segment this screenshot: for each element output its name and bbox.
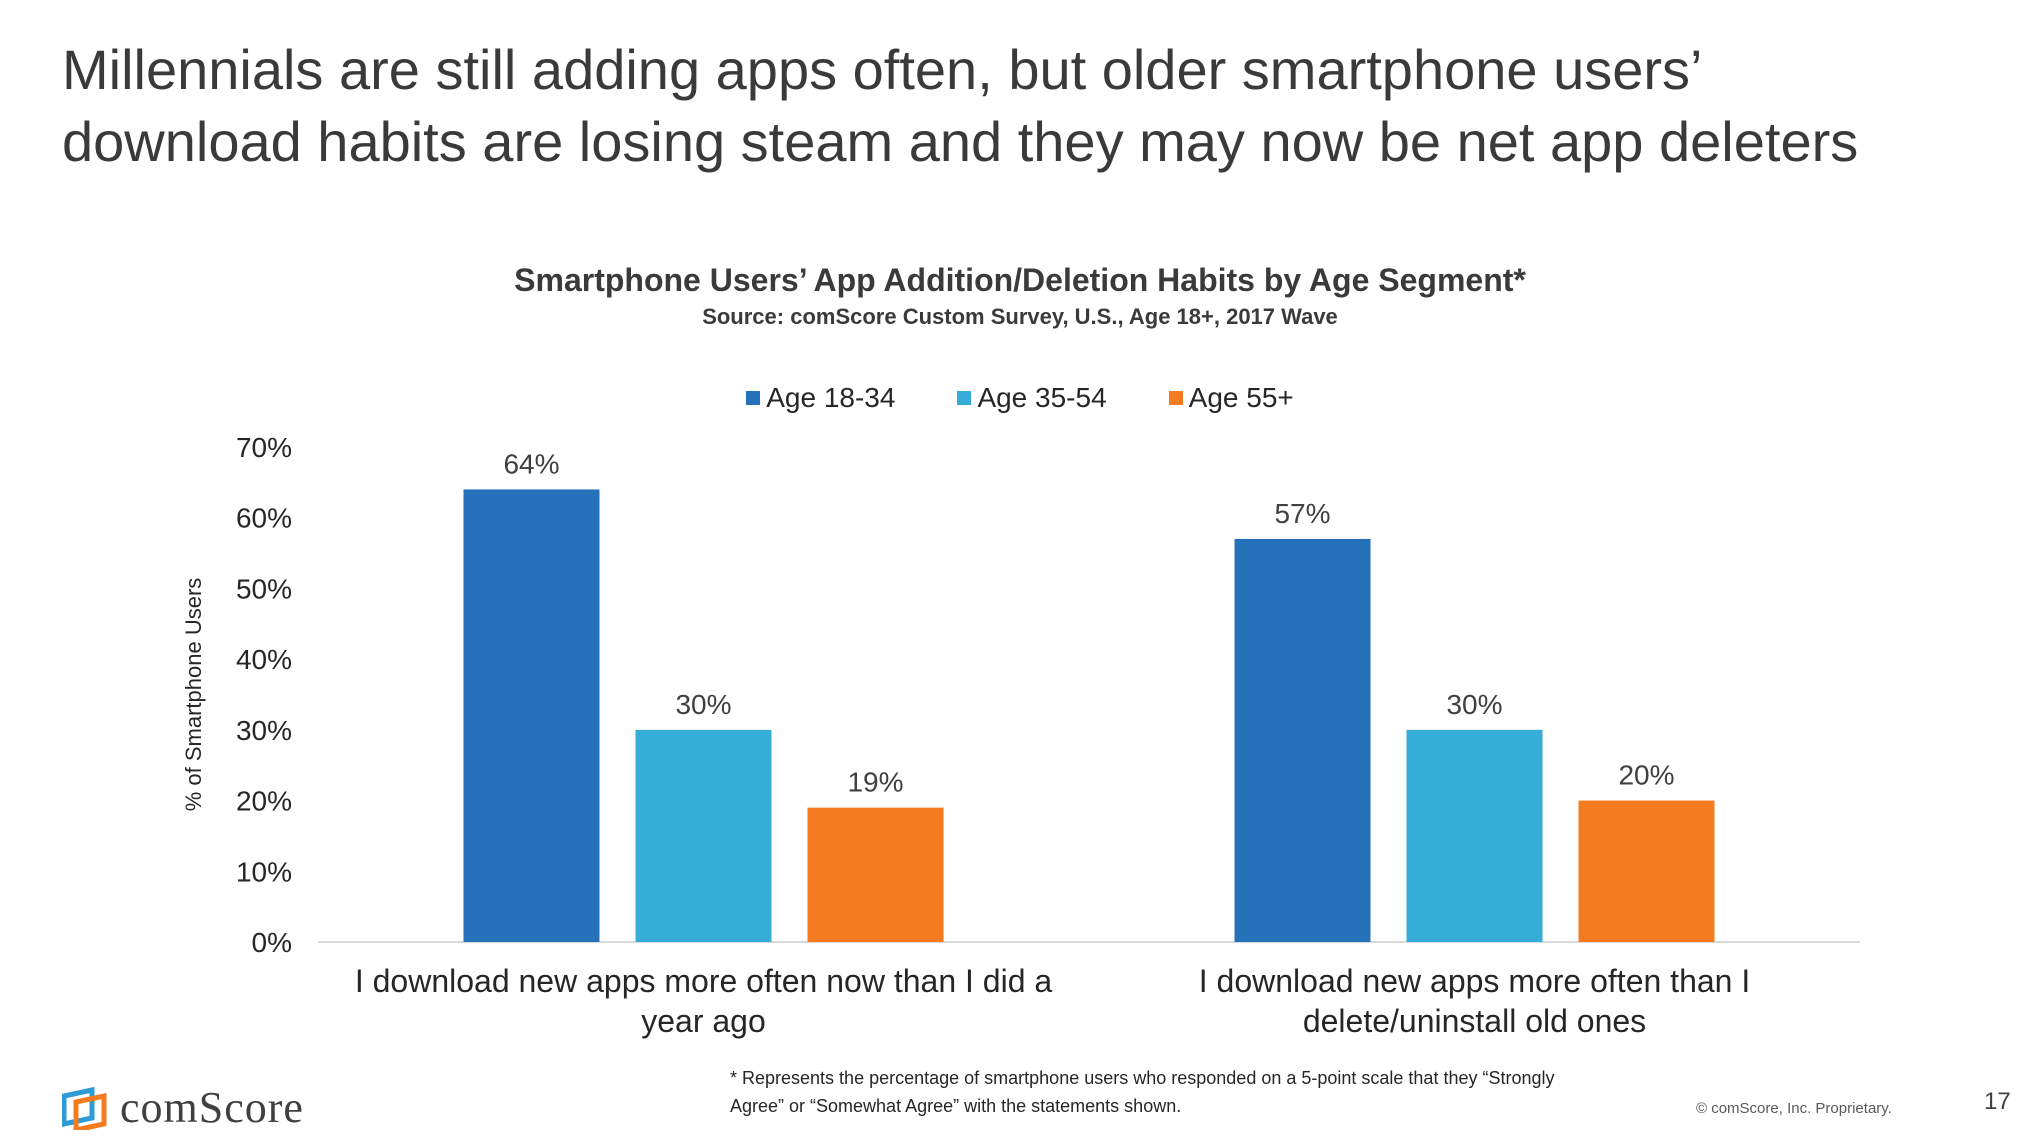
y-tick-label: 40% bbox=[236, 644, 292, 675]
y-tick-label: 0% bbox=[252, 927, 292, 958]
copyright-notice: © comScore, Inc. Proprietary. bbox=[1696, 1100, 1892, 1117]
chart-subtitle: Source: comScore Custom Survey, U.S., Ag… bbox=[702, 304, 1338, 329]
footnote-line2: Agree” or “Somewhat Agree” with the stat… bbox=[730, 1096, 1182, 1116]
data-label: 57% bbox=[1274, 498, 1330, 529]
logo-text: comScore bbox=[120, 1083, 304, 1132]
footnote-line1: * Represents the percentage of smartphon… bbox=[730, 1068, 1555, 1088]
bar bbox=[635, 729, 772, 942]
legend-swatch-age-35-54 bbox=[957, 391, 972, 405]
data-label: 20% bbox=[1618, 760, 1674, 791]
x-category-label: year ago bbox=[641, 1003, 766, 1039]
slide-title: Millennials are still adding apps often,… bbox=[62, 34, 2002, 178]
y-tick-label: 60% bbox=[236, 503, 292, 534]
bar bbox=[1578, 800, 1715, 942]
bar bbox=[1234, 538, 1371, 942]
slide-title-line2: download habits are losing steam and the… bbox=[62, 110, 1859, 173]
y-tick-label: 50% bbox=[236, 573, 292, 604]
data-label: 19% bbox=[847, 767, 903, 798]
x-category-label: I download new apps more often than I bbox=[1199, 963, 1750, 999]
legend-label-age-55-plus: Age 55+ bbox=[1188, 382, 1294, 413]
chart-title: Smartphone Users’ App Addition/Deletion … bbox=[514, 262, 1526, 298]
legend-label-age-18-34: Age 18-34 bbox=[766, 382, 896, 413]
slide-title-line1: Millennials are still adding apps often,… bbox=[62, 38, 1703, 101]
y-tick-label: 10% bbox=[236, 856, 292, 887]
legend-item-age-55-plus: Age 55+ bbox=[1168, 382, 1294, 414]
legend-item-age-18-34: Age 18-34 bbox=[746, 382, 895, 414]
bar bbox=[463, 489, 600, 942]
legend-item-age-35-54: Age 35-54 bbox=[957, 382, 1107, 414]
bar bbox=[1406, 729, 1543, 942]
data-label: 30% bbox=[675, 689, 731, 720]
legend-swatch-age-18-34 bbox=[746, 391, 761, 405]
y-axis-title: % of Smartphone Users bbox=[181, 578, 206, 812]
x-category-label: delete/uninstall old ones bbox=[1303, 1003, 1646, 1039]
data-label: 30% bbox=[1446, 689, 1502, 720]
comscore-logo: comScore bbox=[62, 1082, 304, 1133]
logo-mark-icon bbox=[62, 1086, 107, 1130]
y-tick-label: 30% bbox=[236, 715, 292, 746]
y-tick-label: 20% bbox=[236, 786, 292, 817]
y-tick-label: 70% bbox=[236, 432, 292, 463]
page-number: 17 bbox=[1984, 1088, 2011, 1115]
footnote: * Represents the percentage of smartphon… bbox=[730, 1064, 1630, 1120]
chart-legend: Age 18-34 Age 35-54 Age 55+ bbox=[0, 382, 2040, 414]
legend-swatch-age-55-plus bbox=[1168, 391, 1183, 405]
bar bbox=[807, 807, 944, 942]
legend-label-age-35-54: Age 35-54 bbox=[977, 382, 1107, 413]
data-label: 64% bbox=[503, 448, 559, 479]
x-category-label: I download new apps more often now than … bbox=[355, 963, 1053, 999]
